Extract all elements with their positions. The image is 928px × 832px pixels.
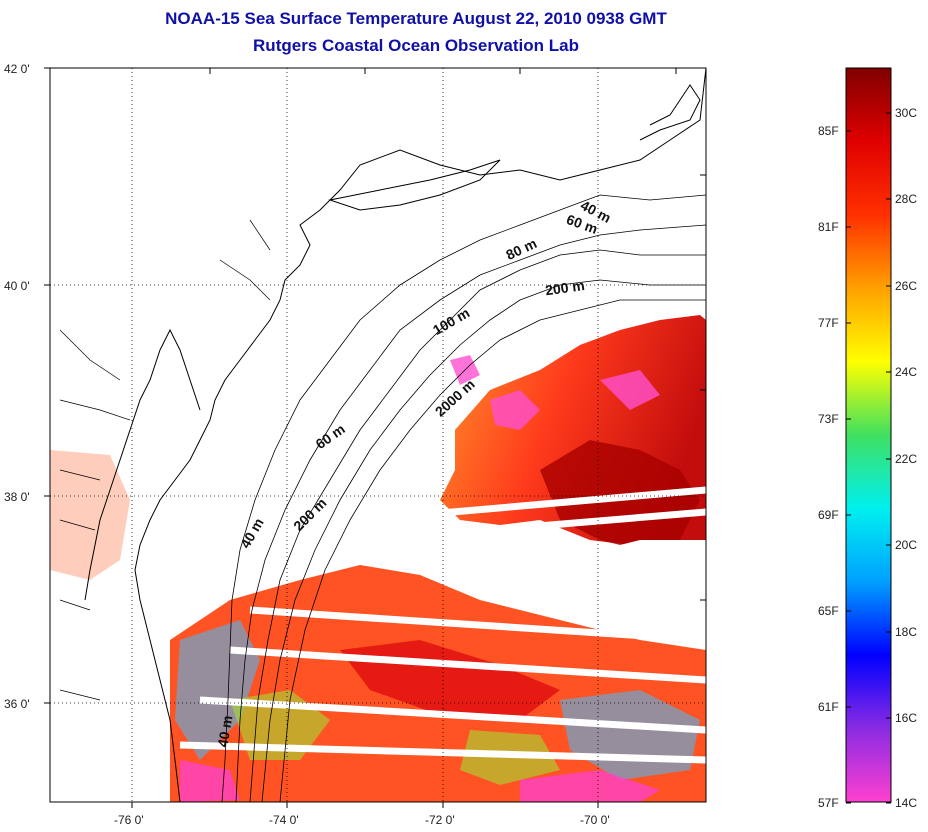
colorbar-f-label: 81F <box>818 220 839 234</box>
sst-patch-south-green <box>230 690 560 785</box>
colorbar-c-label: 28C <box>895 192 917 206</box>
colorbar-c-label: 22C <box>895 452 917 466</box>
map-content <box>50 68 706 802</box>
coastline-cape-cod <box>639 84 701 141</box>
colorbar-c-label: 16C <box>895 711 917 725</box>
lon-label: -76 0' <box>114 813 144 827</box>
colorbar-f-label: 77F <box>818 316 839 330</box>
cloud-gap <box>560 540 706 610</box>
colorbar-celsius-labels: 30C 28C 26C 24C 22C 20C 18C 16C 14C <box>886 106 917 810</box>
colorbar-f-label: 69F <box>818 508 839 522</box>
colorbar-gradient <box>845 67 892 803</box>
lat-label: 36 0' <box>4 697 30 711</box>
colorbar-f-label: 57F <box>818 796 839 810</box>
colorbar-f-label: 65F <box>818 604 839 618</box>
title-line-2: Rutgers Coastal Ocean Observation Lab <box>253 36 579 55</box>
lon-label: -74 0' <box>269 813 299 827</box>
colorbar-c-label: 30C <box>895 106 917 120</box>
lat-label: 38 0' <box>4 490 30 504</box>
colorbar-f-label: 73F <box>818 412 839 426</box>
coastline-rivers <box>59 219 271 701</box>
title-line-1: NOAA-15 Sea Surface Temperature August 2… <box>165 9 667 28</box>
map-frame <box>49 67 707 803</box>
colorbar-c-label: 20C <box>895 538 917 552</box>
sst-patch-cool-spots <box>450 355 660 430</box>
coastline <box>134 68 706 802</box>
colorbar-c-label: 14C <box>895 796 917 810</box>
lat-label: 40 0' <box>4 279 30 293</box>
bathymetry-contours <box>221 194 706 802</box>
sst-patch-south-magenta <box>180 760 660 802</box>
lat-label: 42 0' <box>4 62 30 76</box>
colorbar-c-label: 24C <box>895 365 917 379</box>
colorbar-c-label: 18C <box>895 625 917 639</box>
graticule <box>50 68 706 802</box>
sst-coastal-strip <box>50 450 130 580</box>
colorbar-f-label: 85F <box>818 124 839 138</box>
sst-patch-south-cool <box>175 620 700 780</box>
contour-label: 200 m <box>544 277 586 298</box>
colorbar-fahrenheit-labels: 85F 81F 77F 73F 69F 65F 61F 57F <box>818 124 851 810</box>
colorbar-f-label: 61F <box>818 700 839 714</box>
colorbar-c-label: 26C <box>895 279 917 293</box>
contour-label: 40 m <box>214 714 235 748</box>
coastline-longisland <box>328 159 501 211</box>
axis-ticks <box>44 67 706 808</box>
coastline-bay <box>84 328 201 601</box>
lon-label: -72 0' <box>425 813 455 827</box>
lon-label: -70 0' <box>580 813 610 827</box>
